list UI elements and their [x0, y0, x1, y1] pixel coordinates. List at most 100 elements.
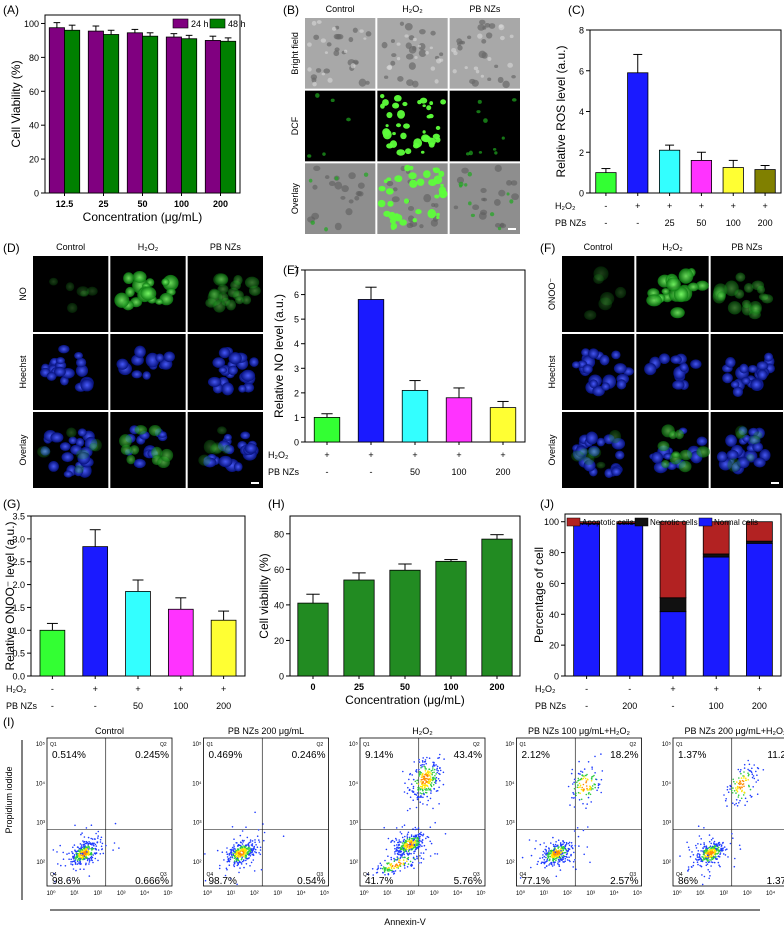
event-dot — [421, 760, 424, 762]
bar — [64, 29, 81, 194]
condition-value: - — [604, 201, 607, 211]
event-dot — [422, 796, 424, 799]
event-dot — [252, 848, 254, 850]
micrograph-tile — [110, 256, 186, 332]
event-dot — [410, 848, 413, 850]
event-dot — [727, 791, 730, 793]
event-dot — [398, 846, 401, 849]
event-dot — [76, 859, 79, 861]
event-dot — [552, 860, 555, 862]
event-dot — [696, 859, 698, 861]
event-dot — [555, 855, 558, 857]
event-dot — [703, 852, 705, 854]
event-dot — [740, 782, 742, 785]
event-dot — [231, 856, 234, 859]
event-dot — [366, 873, 369, 875]
event-dot — [698, 858, 701, 861]
bar-normal-cells — [659, 611, 687, 677]
cell — [418, 42, 426, 51]
event-dot — [245, 847, 248, 850]
event-dot — [545, 845, 547, 848]
event-dot — [572, 783, 574, 785]
event-dot — [519, 877, 522, 879]
cell — [235, 296, 244, 305]
cell — [238, 384, 247, 393]
event-dot — [402, 849, 405, 851]
event-dot — [700, 843, 702, 846]
event-dot — [412, 785, 415, 788]
event-dot — [64, 865, 67, 867]
event-dot — [393, 857, 395, 860]
event-dot — [73, 855, 75, 857]
event-dot — [255, 844, 257, 846]
event-dot — [258, 852, 260, 854]
event-dot — [710, 853, 713, 856]
event-dot — [80, 852, 82, 855]
event-dot — [239, 867, 241, 869]
event-dot — [748, 773, 750, 776]
event-dot — [78, 862, 80, 864]
event-dot — [81, 849, 83, 851]
cell — [54, 366, 66, 377]
event-dot — [68, 858, 70, 860]
event-dot — [715, 857, 717, 860]
event-dot — [410, 835, 413, 838]
cell — [334, 47, 340, 52]
condition-value: - — [51, 684, 54, 694]
cell — [499, 222, 505, 228]
event-dot — [732, 837, 734, 839]
event-dot — [433, 768, 436, 771]
event-dot — [233, 846, 235, 848]
cell — [68, 436, 78, 445]
y-tick-label: 100 — [544, 517, 559, 527]
event-dot — [597, 784, 600, 787]
cell — [453, 205, 459, 210]
event-dot — [724, 849, 727, 851]
event-dot — [416, 782, 418, 784]
event-dot — [409, 796, 412, 798]
event-dot — [399, 865, 402, 867]
event-dot — [557, 855, 559, 857]
event-dot — [89, 842, 92, 844]
cell — [74, 351, 83, 360]
event-dot — [561, 855, 563, 857]
event-dot — [704, 854, 706, 857]
tile-background — [710, 412, 783, 488]
y-tick-label: 6 — [579, 66, 584, 76]
event-dot — [422, 852, 425, 854]
x-tick-label: 10¹ — [227, 891, 236, 897]
x-tick-label: 10⁴ — [453, 890, 463, 897]
event-dot — [204, 853, 206, 855]
cell — [435, 137, 441, 143]
cell — [467, 35, 472, 40]
event-dot — [558, 860, 561, 863]
quadrant-percent: 0.514% — [52, 750, 86, 761]
event-dot — [371, 868, 374, 870]
event-dot — [204, 879, 207, 882]
event-dot — [729, 784, 731, 787]
event-dot — [402, 862, 405, 864]
event-dot — [412, 841, 414, 843]
event-dot — [245, 854, 247, 857]
cell — [333, 50, 340, 57]
event-dot — [243, 850, 246, 853]
event-dot — [740, 772, 742, 775]
event-dot — [707, 854, 709, 857]
y-tick-label: 10⁴ — [36, 780, 46, 787]
event-dot — [716, 845, 719, 848]
event-dot — [412, 778, 415, 781]
legend-label: 48 h — [228, 19, 246, 29]
flow-plot-title: PB NZs 100 μg/mL+H₂O₂ — [528, 726, 630, 736]
event-dot — [436, 853, 439, 855]
cell — [75, 357, 87, 368]
cell — [433, 175, 443, 185]
event-dot — [243, 847, 246, 850]
event-dot — [756, 774, 758, 776]
cell — [409, 179, 418, 188]
cell — [725, 357, 736, 368]
event-dot — [560, 848, 562, 850]
event-dot — [567, 842, 570, 845]
event-dot — [386, 862, 388, 865]
event-dot — [240, 853, 243, 855]
